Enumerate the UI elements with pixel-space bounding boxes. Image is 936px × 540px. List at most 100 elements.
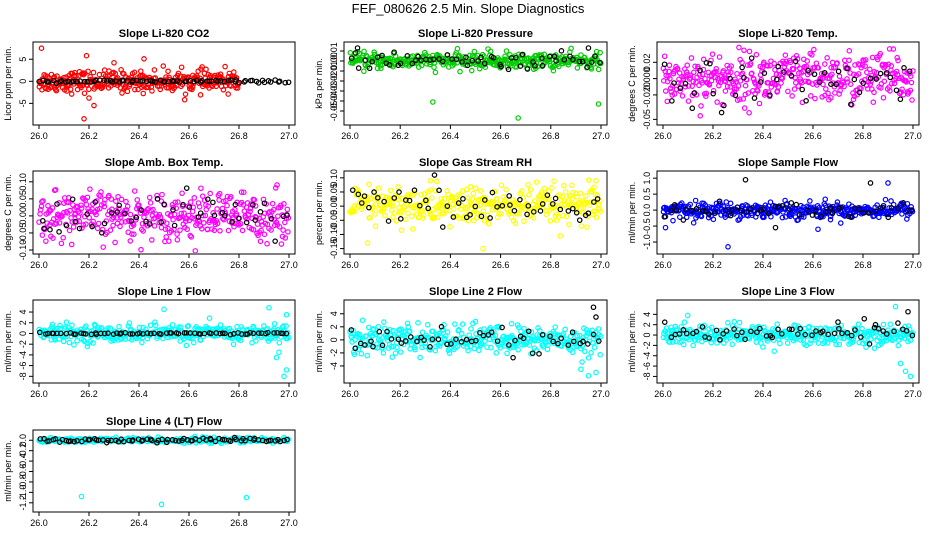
- data-point: [282, 79, 289, 86]
- data-point: [358, 350, 365, 357]
- data-point: [159, 436, 165, 443]
- data-point: [569, 349, 576, 356]
- data-point: [569, 329, 576, 336]
- data-point: [101, 67, 108, 73]
- plot-title: Slope Sample Flow: [738, 157, 839, 169]
- data-point: [591, 199, 597, 205]
- data-point: [851, 76, 858, 83]
- data-point: [251, 197, 258, 203]
- data-point: [93, 437, 100, 443]
- data-point: [684, 312, 691, 319]
- x-tick-label: 26.6: [492, 131, 510, 141]
- data-point: [778, 80, 784, 86]
- data-point: [187, 77, 194, 84]
- data-point: [585, 341, 591, 347]
- data-point: [366, 65, 373, 72]
- data-point: [362, 57, 369, 64]
- data-point: [252, 217, 258, 223]
- data-point: [504, 350, 510, 357]
- plot-frame: [343, 170, 608, 255]
- data-point: [775, 326, 781, 333]
- x-tick-label: 26.2: [80, 131, 98, 141]
- x-tick-label: 26.2: [704, 389, 722, 399]
- data-point: [869, 54, 876, 61]
- data-point: [851, 93, 858, 100]
- series-selected: [349, 172, 601, 230]
- data-point: [361, 193, 368, 199]
- y-tick-label: 4: [18, 310, 28, 315]
- data-point: [560, 212, 567, 219]
- data-point: [222, 330, 228, 337]
- data-point: [57, 322, 63, 329]
- data-point: [565, 342, 572, 348]
- x-tick-label: 26.4: [442, 260, 460, 270]
- data-point: [364, 240, 371, 246]
- data-point: [87, 186, 93, 192]
- data-point: [666, 68, 672, 75]
- data-point: [219, 436, 226, 443]
- data-point: [285, 215, 292, 221]
- data-point: [87, 338, 94, 345]
- data-point: [562, 326, 568, 333]
- data-point: [280, 330, 286, 337]
- plot-3: Slope Li-820 Temp. degrees C per min. 26.0…: [627, 28, 922, 141]
- data-point: [172, 199, 179, 206]
- data-point: [561, 182, 567, 189]
- data-point: [117, 223, 123, 230]
- data-point: [490, 199, 497, 206]
- data-point: [888, 205, 895, 211]
- data-point: [697, 67, 703, 74]
- y-tick-label: 0.00: [329, 197, 339, 215]
- data-point: [393, 217, 400, 224]
- data-point: [683, 206, 689, 213]
- data-point: [427, 347, 433, 353]
- x-tick-label: 26.8: [854, 260, 872, 270]
- x-tick-label: 26.8: [542, 131, 560, 141]
- data-point: [873, 76, 880, 82]
- data-point: [747, 60, 754, 67]
- data-point: [821, 69, 828, 76]
- x-tick-label: 26.6: [180, 131, 198, 141]
- data-point: [396, 189, 402, 195]
- plot-frame: [32, 429, 296, 513]
- data-point: [579, 58, 586, 65]
- data-point: [710, 216, 717, 223]
- data-point: [827, 205, 834, 211]
- data-point: [867, 81, 874, 87]
- data-point: [661, 61, 668, 68]
- data-point: [872, 208, 879, 214]
- data-point: [175, 199, 181, 205]
- data-point: [168, 211, 174, 218]
- series-all: [36, 182, 292, 253]
- data-point: [276, 223, 283, 230]
- data-point: [375, 195, 381, 201]
- data-point: [460, 196, 466, 202]
- data-point: [244, 331, 251, 337]
- data-point: [661, 319, 668, 325]
- data-point: [712, 74, 719, 81]
- data-point: [377, 337, 384, 344]
- data-point: [264, 240, 270, 247]
- data-point: [154, 196, 161, 202]
- data-point: [279, 233, 286, 240]
- data-point: [52, 186, 59, 193]
- data-point: [736, 44, 742, 51]
- data-point: [910, 68, 916, 74]
- data-point: [362, 342, 368, 348]
- data-point: [827, 216, 834, 223]
- data-point: [545, 342, 551, 348]
- data-point: [593, 214, 600, 221]
- data-point: [754, 329, 760, 336]
- data-point: [281, 201, 287, 207]
- data-point: [209, 83, 216, 90]
- data-point: [786, 206, 793, 212]
- y-tick-label: -0.15: [329, 238, 339, 259]
- data-point: [485, 46, 491, 52]
- data-point: [597, 208, 604, 215]
- series-selected: [661, 308, 916, 347]
- data-point: [590, 304, 597, 311]
- data-point: [71, 438, 77, 445]
- data-point: [127, 211, 134, 218]
- data-point: [100, 437, 106, 443]
- plot-title: Slope Line 2 Flow: [429, 286, 522, 298]
